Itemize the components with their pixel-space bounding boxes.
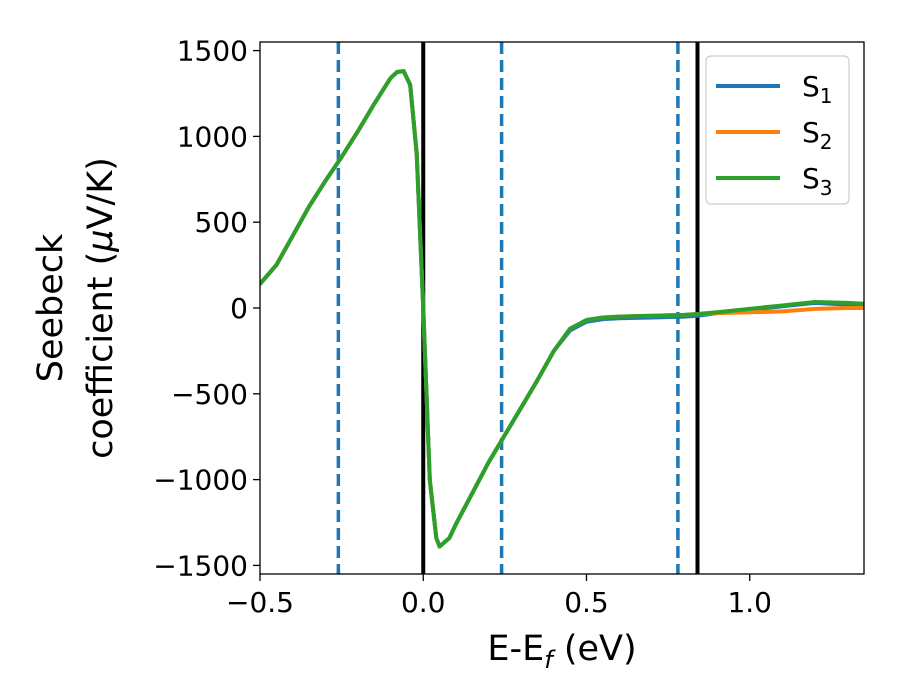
y-axis-title-line2: coefficient (μV/K) [81,157,121,459]
y-tick-label: −500 [171,378,248,411]
y-tick-label: 1000 [177,120,248,153]
legend-label-s3: S3 [802,162,833,200]
y-tick-label: 0 [230,292,248,325]
legend: S1 S2 S3 [705,55,850,205]
y-tick-label: −1500 [153,549,248,582]
legend-label-s2: S2 [802,116,833,154]
y-axis-title-line1: Seebeck [31,233,71,382]
y-axis-ticks: −1500 −1000 −500 0 500 1000 1500 [153,35,260,582]
y-tick-label: 1500 [177,35,248,68]
x-tick-label: −0.5 [226,586,294,619]
series-line-s3 [260,69,864,549]
x-tick-label: 1.0 [727,586,772,619]
x-tick-label: 0.5 [564,586,609,619]
x-axis-title: E-Ef (eV) [487,629,636,674]
x-axis-ticks: −0.5 0.0 0.5 1.0 [226,574,772,619]
legend-label-s1: S1 [802,70,833,108]
series-group [260,69,864,549]
x-tick-label: 0.0 [401,586,446,619]
y-tick-label: −1000 [153,464,248,497]
y-tick-label: 500 [195,206,248,239]
